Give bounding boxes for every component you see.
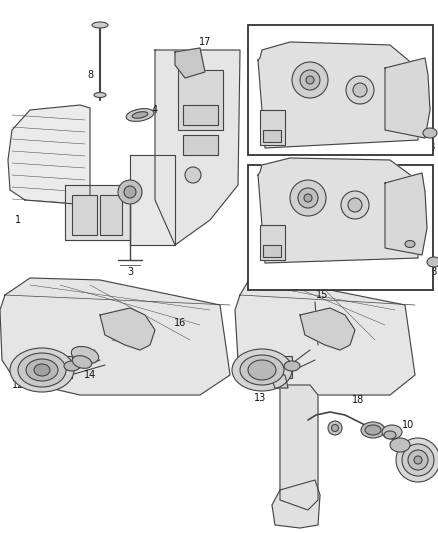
Polygon shape <box>175 48 205 78</box>
Text: 15: 15 <box>316 290 328 300</box>
Polygon shape <box>280 385 318 510</box>
Ellipse shape <box>384 431 396 439</box>
Polygon shape <box>130 155 175 245</box>
Polygon shape <box>272 480 320 528</box>
Bar <box>263 245 281 257</box>
Circle shape <box>396 438 438 482</box>
Bar <box>262 356 292 378</box>
Ellipse shape <box>365 425 381 435</box>
Polygon shape <box>65 185 130 240</box>
Text: 11: 11 <box>384 260 396 270</box>
Circle shape <box>353 83 367 97</box>
Ellipse shape <box>64 361 80 371</box>
Text: 4: 4 <box>152 105 158 115</box>
Bar <box>183 105 218 125</box>
Circle shape <box>290 180 326 216</box>
Text: 14: 14 <box>84 370 96 380</box>
Bar <box>178 70 223 130</box>
Text: (EXC.  BUX): (EXC. BUX) <box>280 142 328 151</box>
Bar <box>42 356 72 378</box>
Ellipse shape <box>361 422 385 438</box>
Text: 1: 1 <box>15 215 21 225</box>
Circle shape <box>306 76 314 84</box>
Ellipse shape <box>94 93 106 98</box>
Text: (BUX): (BUX) <box>265 279 289 287</box>
Circle shape <box>402 444 434 476</box>
Text: 8: 8 <box>87 70 93 80</box>
Polygon shape <box>385 173 427 255</box>
Ellipse shape <box>382 425 402 439</box>
Circle shape <box>414 456 422 464</box>
Ellipse shape <box>71 346 99 364</box>
Ellipse shape <box>72 356 92 368</box>
Ellipse shape <box>34 364 50 376</box>
Text: 18: 18 <box>426 267 438 277</box>
Ellipse shape <box>126 109 154 122</box>
Circle shape <box>304 194 312 202</box>
Ellipse shape <box>92 22 108 28</box>
Ellipse shape <box>390 438 410 452</box>
Circle shape <box>328 421 342 435</box>
Ellipse shape <box>132 112 148 118</box>
Ellipse shape <box>232 349 292 391</box>
Polygon shape <box>235 278 415 395</box>
Ellipse shape <box>26 359 58 381</box>
Bar <box>263 130 281 142</box>
Circle shape <box>292 62 328 98</box>
Text: 18: 18 <box>352 395 364 405</box>
Text: 3: 3 <box>127 267 133 277</box>
Ellipse shape <box>427 257 438 267</box>
Bar <box>260 110 285 145</box>
Circle shape <box>341 191 369 219</box>
Text: 12: 12 <box>12 380 24 390</box>
Circle shape <box>300 70 320 90</box>
Circle shape <box>298 188 318 208</box>
Polygon shape <box>155 50 240 245</box>
Text: 18: 18 <box>424 142 436 152</box>
Text: 10: 10 <box>402 420 414 430</box>
Bar <box>248 25 433 155</box>
Text: 9: 9 <box>429 460 435 470</box>
Polygon shape <box>8 105 90 205</box>
Text: 17: 17 <box>199 37 211 47</box>
Circle shape <box>346 76 374 104</box>
Bar <box>100 195 122 235</box>
Polygon shape <box>0 278 230 395</box>
Ellipse shape <box>405 240 415 247</box>
Polygon shape <box>258 42 420 148</box>
Circle shape <box>348 198 362 212</box>
Polygon shape <box>258 158 420 263</box>
Bar <box>248 165 433 290</box>
Circle shape <box>118 180 142 204</box>
Circle shape <box>408 450 428 470</box>
Bar <box>72 195 97 235</box>
Polygon shape <box>385 58 430 138</box>
Ellipse shape <box>423 128 437 138</box>
Polygon shape <box>270 375 288 388</box>
Ellipse shape <box>284 361 300 371</box>
Circle shape <box>185 167 201 183</box>
Ellipse shape <box>240 355 284 385</box>
Ellipse shape <box>18 353 66 387</box>
Text: 13: 13 <box>254 393 266 403</box>
Polygon shape <box>100 308 155 350</box>
Polygon shape <box>300 308 355 350</box>
Ellipse shape <box>248 360 276 380</box>
Bar <box>183 135 218 155</box>
Text: 16: 16 <box>174 318 186 328</box>
Circle shape <box>124 186 136 198</box>
Circle shape <box>332 424 339 432</box>
Ellipse shape <box>10 348 74 392</box>
Bar <box>260 225 285 260</box>
